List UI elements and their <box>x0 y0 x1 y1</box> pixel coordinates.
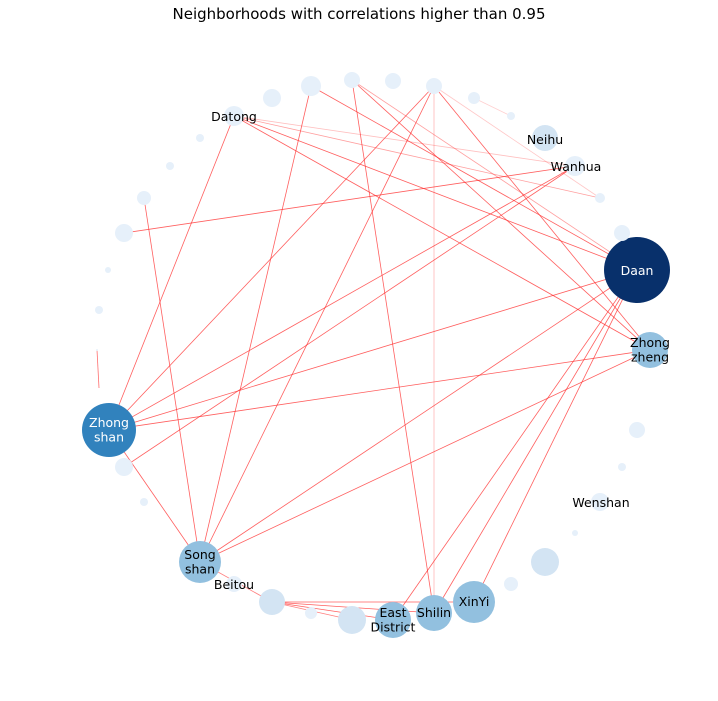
edge-n9-wanhua <box>123 165 576 234</box>
label-zhongzheng: Zhong zheng <box>630 335 670 365</box>
edge-n37-n36 <box>473 97 512 117</box>
node-n29 <box>629 422 645 438</box>
edge-zhongshan-daan <box>108 269 638 431</box>
label-east-district: East District <box>371 605 416 635</box>
node-east <box>375 602 411 638</box>
node-n27 <box>591 493 609 511</box>
label-datong: Datong <box>211 109 257 124</box>
label-beitou: Beitou <box>214 577 254 592</box>
node-neihu <box>532 125 558 151</box>
node-shilin <box>416 595 452 631</box>
label-wanhua: Wanhua <box>551 159 602 174</box>
label-shilin: Shilin <box>417 605 451 620</box>
edge-xinyi-daan <box>473 269 638 603</box>
node-n9 <box>115 224 133 242</box>
node-n6 <box>196 134 204 142</box>
node-daan <box>604 237 670 303</box>
edge-n0-n33 <box>433 85 601 199</box>
edge-shilin-daan <box>433 269 638 614</box>
edge-songshan-daan <box>199 269 638 563</box>
node-n4 <box>263 89 281 107</box>
node-n36 <box>507 112 515 120</box>
node-n3 <box>301 76 321 96</box>
graph-title: Neighborhoods with correlations higher t… <box>172 5 546 23</box>
node-n12 <box>96 349 98 351</box>
edge-n0-zhongshan <box>108 85 435 431</box>
node-n26 <box>572 530 578 536</box>
edge-zhongshan-zhongzheng <box>108 349 651 431</box>
node-n20 <box>338 606 366 634</box>
edge-n2-shilin <box>351 79 435 614</box>
node-zhongshan <box>82 403 136 457</box>
label-zhongshan-line-1: Zhong <box>89 415 129 430</box>
label-wenshan: Wenshan <box>572 495 629 510</box>
label-xinyi: XinYi <box>459 594 490 609</box>
label-zhongzheng-line-1: Zhong <box>630 335 670 350</box>
label-zhongzheng-line-2: zheng <box>631 350 669 365</box>
node-n24 <box>504 577 518 591</box>
edge-songshan-zhongzheng <box>199 349 651 563</box>
edge-n3-daan <box>310 85 638 271</box>
label-songshan-line-2: shan <box>185 562 215 577</box>
node-zhongzheng <box>632 332 668 368</box>
edge-n3-songshan <box>199 85 312 563</box>
edge-datong-wanhua <box>233 115 576 167</box>
node-songshan <box>179 541 221 583</box>
node-datong <box>224 106 244 126</box>
edge-n14-wanhua <box>123 165 576 468</box>
label-zhongshan: Zhong shan <box>89 415 129 445</box>
edge-datong-zhongzheng <box>233 115 651 351</box>
node-n15 <box>140 498 148 506</box>
node-n33 <box>595 193 605 203</box>
node-wanhua <box>565 156 585 176</box>
node-n19 <box>305 607 317 619</box>
label-east-district-line-1: East <box>380 605 407 620</box>
node-n1 <box>385 73 401 89</box>
node-n0 <box>426 78 442 94</box>
node-n2 <box>344 72 360 88</box>
label-east-district-line-2: District <box>371 620 416 635</box>
edge-n18-east <box>271 601 394 621</box>
edge-east-daan <box>392 269 638 621</box>
label-neihu: Neihu <box>527 132 563 147</box>
node-n25 <box>531 548 559 576</box>
node-n28 <box>618 463 626 471</box>
node-n14 <box>115 458 133 476</box>
edge-datong-daan <box>233 115 638 271</box>
node-n37 <box>468 92 480 104</box>
edge-n0-zhongzheng <box>433 85 651 351</box>
edge-n12-n12b <box>96 349 100 389</box>
node-xinyi <box>453 581 495 623</box>
edge-n2-daan <box>351 79 638 271</box>
node-n17 <box>226 576 242 592</box>
edge-datong-n33 <box>233 115 601 199</box>
edge-datong-zhongshan <box>108 115 235 431</box>
label-songshan-line-1: Song <box>184 547 215 562</box>
label-daan: Daan <box>621 263 654 278</box>
edge-n8-songshan <box>143 197 201 563</box>
edges-layer <box>96 79 651 621</box>
node-n32 <box>614 225 630 241</box>
node-n18 <box>259 589 285 615</box>
edge-n0-songshan <box>199 85 435 563</box>
node-n7 <box>166 162 174 170</box>
node-n8 <box>137 191 151 205</box>
label-songshan: Song shan <box>184 547 215 577</box>
edge-zhongshan-wanhua <box>108 165 576 431</box>
node-n11 <box>95 306 103 314</box>
nodes-layer <box>82 72 670 638</box>
node-n10 <box>105 267 111 273</box>
label-zhongshan-line-2: shan <box>94 430 124 445</box>
